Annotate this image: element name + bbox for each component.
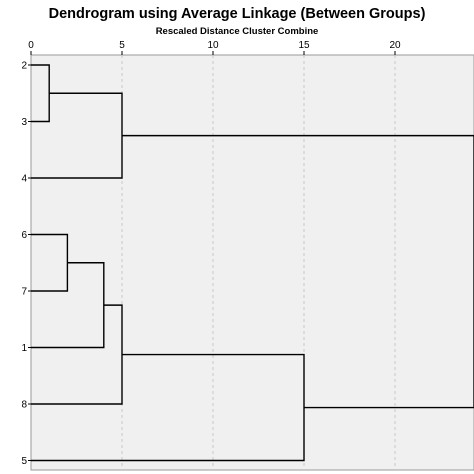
tick-label-15: 15	[298, 40, 310, 51]
leaf-label-4: 4	[21, 174, 27, 185]
leaf-label-6: 6	[21, 230, 27, 241]
leaf-labels: 2 3 4 6 7 1 8 5	[21, 61, 31, 467]
x-axis-ticks: 0 5 10 15 20	[28, 40, 401, 55]
leaf-label-2: 2	[21, 61, 27, 72]
tick-label-0: 0	[28, 40, 34, 51]
chart-title: Dendrogram using Average Linkage (Betwee…	[48, 6, 426, 22]
leaf-label-5: 5	[21, 456, 27, 467]
leaf-label-7: 7	[21, 287, 27, 298]
leaf-label-3: 3	[21, 117, 27, 128]
tick-label-20: 20	[389, 40, 401, 51]
leaf-label-8: 8	[21, 400, 27, 411]
leaf-label-1: 1	[21, 343, 27, 354]
tick-label-5: 5	[119, 40, 125, 51]
dendrogram-links	[31, 64, 474, 462]
plot-area	[30, 54, 474, 471]
x-axis-title: Rescaled Distance Cluster Combine	[155, 26, 319, 37]
tick-label-10: 10	[207, 40, 219, 51]
link-root	[122, 134, 474, 409]
